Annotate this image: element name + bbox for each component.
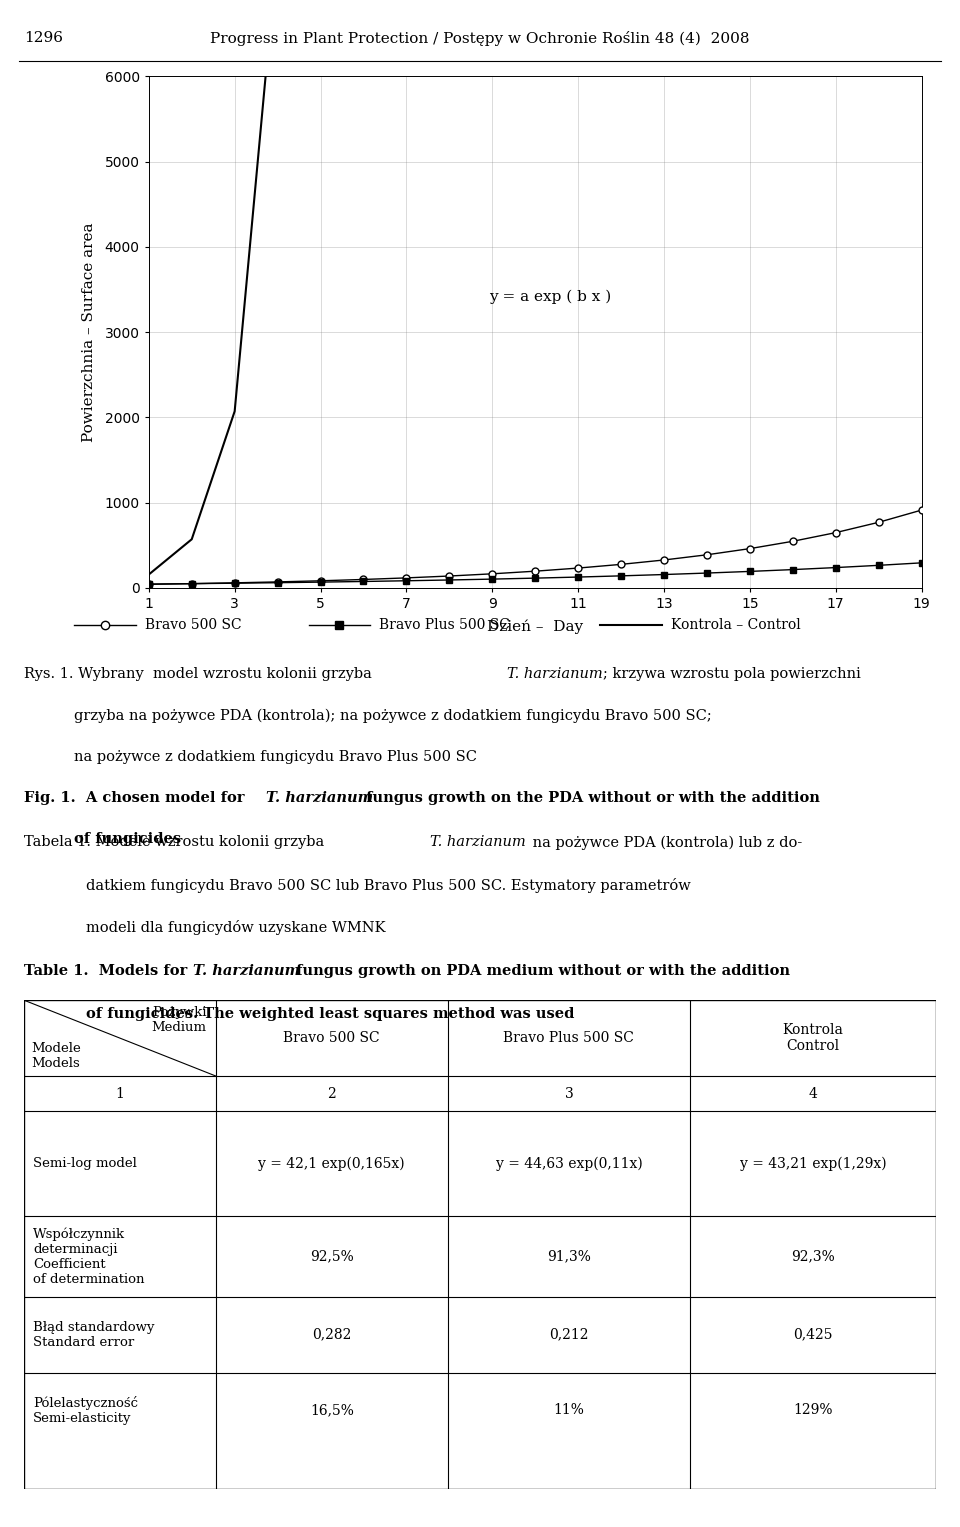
Text: T. harzianum: T. harzianum bbox=[430, 835, 525, 849]
Text: 129%: 129% bbox=[793, 1403, 832, 1417]
Text: Bravo 500 SC: Bravo 500 SC bbox=[283, 1031, 380, 1044]
Text: Współczynnik
determinacji
Coefficient
of determination: Współczynnik determinacji Coefficient of… bbox=[33, 1228, 145, 1286]
Text: 1: 1 bbox=[115, 1087, 124, 1101]
Text: y = a exp ( b x ): y = a exp ( b x ) bbox=[489, 289, 612, 304]
X-axis label: Dzień –  Day: Dzień – Day bbox=[487, 620, 584, 634]
Text: 0,282: 0,282 bbox=[312, 1327, 351, 1342]
Text: Table 1.  Models for: Table 1. Models for bbox=[24, 965, 192, 979]
Text: 3: 3 bbox=[564, 1087, 573, 1101]
Text: Tabela 1. Modele wzrostu kolonii grzyba: Tabela 1. Modele wzrostu kolonii grzyba bbox=[24, 835, 329, 849]
Text: 91,3%: 91,3% bbox=[547, 1249, 590, 1263]
Text: Modele
Models: Modele Models bbox=[32, 1041, 81, 1070]
Text: fungus growth on the PDA without or with the addition: fungus growth on the PDA without or with… bbox=[361, 791, 820, 805]
Text: of fungicides: of fungicides bbox=[74, 832, 181, 846]
Y-axis label: Powierzchnia – Surface area: Powierzchnia – Surface area bbox=[83, 223, 96, 441]
Text: Pożywki
Medium: Pożywki Medium bbox=[152, 1006, 206, 1034]
Text: y = 44,63 exp(0,11x): y = 44,63 exp(0,11x) bbox=[495, 1156, 642, 1171]
Text: 0,425: 0,425 bbox=[793, 1327, 832, 1342]
Text: Bravo 500 SC: Bravo 500 SC bbox=[145, 617, 242, 632]
Text: T. harzianum: T. harzianum bbox=[193, 965, 300, 979]
Text: Bravo Plus 500 SC: Bravo Plus 500 SC bbox=[503, 1031, 635, 1044]
Text: Pólelastyczność
Semi-elasticity: Pólelastyczność Semi-elasticity bbox=[33, 1396, 138, 1425]
Text: T. harzianum: T. harzianum bbox=[507, 667, 603, 681]
Text: Progress in Plant Protection / Postępy w Ochronie Roślin 48 (4)  2008: Progress in Plant Protection / Postępy w… bbox=[210, 31, 750, 46]
Text: Błąd standardowy
Standard error: Błąd standardowy Standard error bbox=[33, 1321, 155, 1348]
Text: Semi-log model: Semi-log model bbox=[33, 1157, 137, 1170]
Text: 92,3%: 92,3% bbox=[791, 1249, 835, 1263]
Text: 11%: 11% bbox=[554, 1403, 585, 1417]
Text: grzyba na pożywce PDA (kontrola); na pożywce z dodatkiem fungicydu Bravo 500 SC;: grzyba na pożywce PDA (kontrola); na poż… bbox=[74, 709, 712, 722]
Text: datkiem fungicydu Bravo 500 SC lub Bravo Plus 500 SC. Estymatory parametrów: datkiem fungicydu Bravo 500 SC lub Bravo… bbox=[86, 878, 691, 893]
Text: 2: 2 bbox=[327, 1087, 336, 1101]
Text: modeli dla fungicydów uzyskane WMNK: modeli dla fungicydów uzyskane WMNK bbox=[86, 921, 386, 936]
Text: Rys. 1. Wybrany  model wzrostu kolonii grzyba: Rys. 1. Wybrany model wzrostu kolonii gr… bbox=[24, 667, 376, 681]
Text: fungus growth on PDA medium without or with the addition: fungus growth on PDA medium without or w… bbox=[291, 965, 790, 979]
Text: 1296: 1296 bbox=[24, 32, 63, 46]
Text: y = 43,21 exp(1,29x): y = 43,21 exp(1,29x) bbox=[739, 1156, 886, 1171]
Text: y = 42,1 exp(0,165x): y = 42,1 exp(0,165x) bbox=[258, 1156, 405, 1171]
Text: Fig. 1.  A chosen model for: Fig. 1. A chosen model for bbox=[24, 791, 250, 805]
Text: 0,212: 0,212 bbox=[549, 1327, 588, 1342]
Text: ; krzywa wzrostu pola powierzchni: ; krzywa wzrostu pola powierzchni bbox=[603, 667, 861, 681]
Text: T. harzianum: T. harzianum bbox=[266, 791, 372, 805]
Text: na pożywce PDA (kontrola) lub z do-: na pożywce PDA (kontrola) lub z do- bbox=[528, 835, 803, 851]
Text: Bravo Plus 500 SC: Bravo Plus 500 SC bbox=[379, 617, 510, 632]
Text: na pożywce z dodatkiem fungicydu Bravo Plus 500 SC: na pożywce z dodatkiem fungicydu Bravo P… bbox=[74, 750, 477, 764]
Text: Kontrola
Control: Kontrola Control bbox=[782, 1023, 843, 1054]
Text: Kontrola – Control: Kontrola – Control bbox=[671, 617, 801, 632]
Text: of fungicides. The weighted least squares method was used: of fungicides. The weighted least square… bbox=[86, 1006, 574, 1022]
Text: 16,5%: 16,5% bbox=[310, 1403, 353, 1417]
Text: 4: 4 bbox=[808, 1087, 817, 1101]
Text: 92,5%: 92,5% bbox=[310, 1249, 353, 1263]
